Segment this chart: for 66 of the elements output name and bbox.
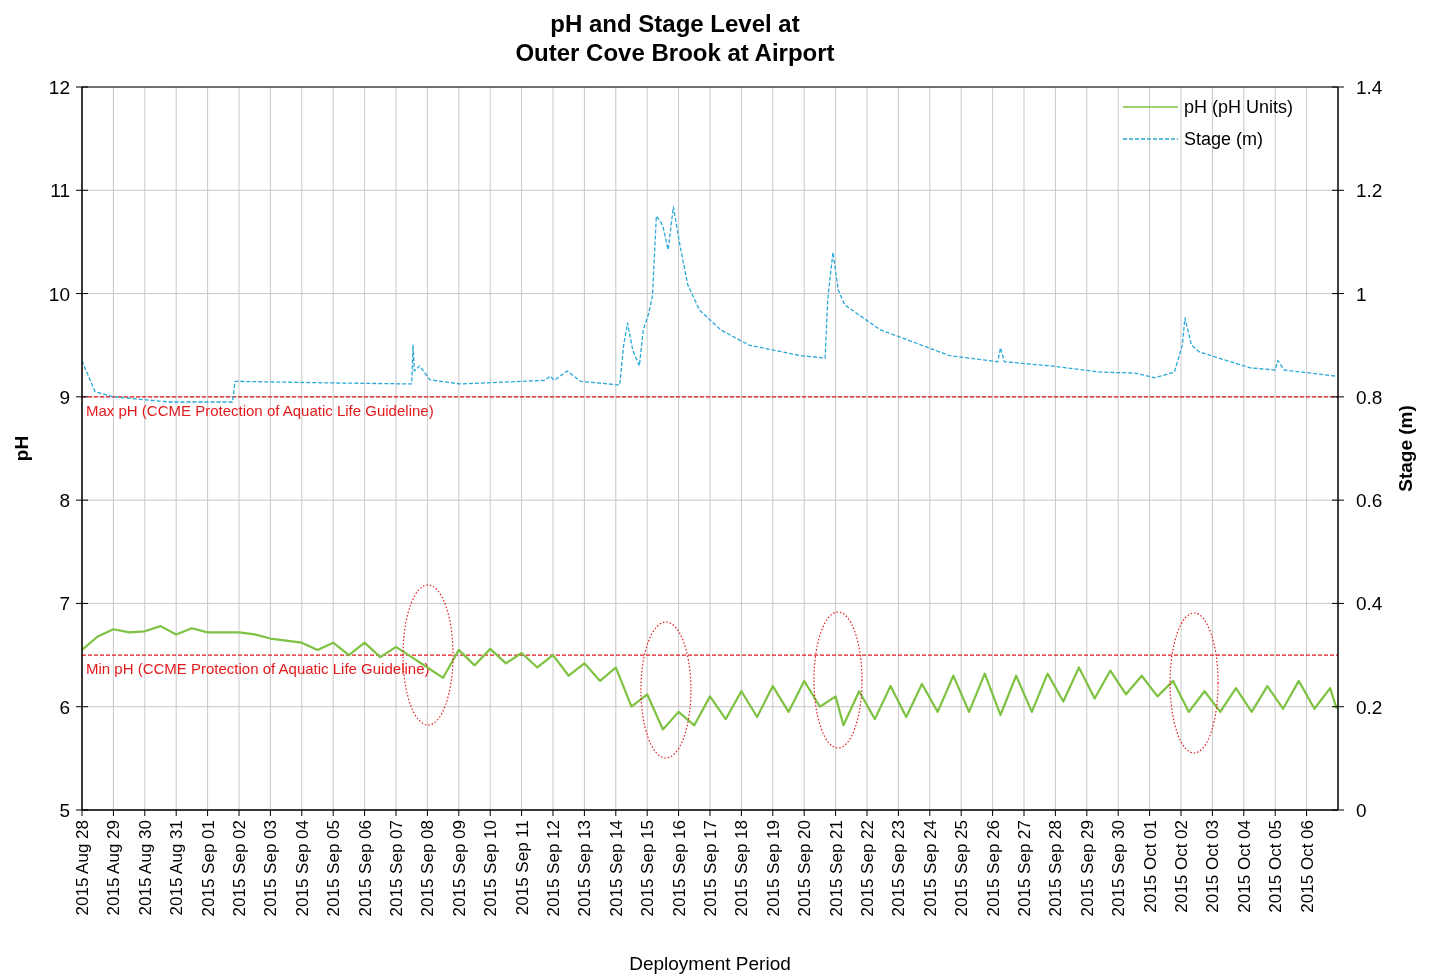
x-tick-label: 2015 Sep 19 — [763, 820, 783, 917]
x-tick-label: 2015 Sep 18 — [732, 820, 752, 917]
x-tick-label: 2015 Oct 02 — [1172, 820, 1191, 913]
x-tick-label: 2015 Aug 30 — [135, 820, 155, 916]
x-tick-label: 2015 Sep 06 — [355, 820, 375, 917]
y-tick-label: 10 — [48, 283, 70, 305]
x-tick-label: 2015 Sep 28 — [1046, 820, 1066, 917]
x-tick-label: 2015 Sep 17 — [701, 820, 720, 917]
x-tick-label: 2015 Sep 01 — [198, 820, 218, 917]
y-tick-label: 8 — [59, 490, 70, 512]
x-tick-label: 2015 Oct 04 — [1234, 820, 1254, 913]
x-tick-label: 2015 Sep 13 — [575, 820, 595, 917]
y-tick-label: 6 — [59, 696, 70, 718]
x-tick-label: 2015 Sep 14 — [606, 820, 626, 917]
legend-label: pH (pH Units) — [1184, 97, 1294, 117]
y-axis-title: pH — [11, 435, 32, 462]
x-tick-label: 2015 Oct 01 — [1140, 820, 1160, 913]
x-tick-label: 2015 Sep 24 — [920, 820, 940, 917]
x-tick-label: 2015 Aug 29 — [104, 820, 124, 916]
line-series — [81, 206, 1338, 403]
y-tick-label: 7 — [59, 593, 70, 615]
x-tick-label: 2015 Sep 25 — [952, 820, 972, 917]
y2-tick-label: 0 — [1356, 800, 1367, 821]
x-tick-label: 2015 Sep 05 — [324, 820, 344, 917]
x-tick-label: 2015 Sep 29 — [1077, 820, 1097, 917]
x-tick-label: 2015 Sep 07 — [387, 820, 406, 917]
x-tick-label: 2015 Aug 31 — [167, 820, 187, 916]
x-tick-label: 2015 Sep 23 — [889, 820, 909, 917]
legend-label: Stage (m) — [1184, 129, 1264, 149]
ref-line-label: Max pH (CCME Protection of Aquatic Life Guideline) — [86, 401, 434, 419]
x-tick-label: 2015 Sep 02 — [230, 820, 249, 917]
y-tick-label: 11 — [50, 180, 70, 202]
line-series — [80, 625, 1338, 731]
x-tick-label: 2015 Sep 10 — [481, 820, 501, 917]
x-tick-label: 2015 Oct 05 — [1266, 820, 1286, 913]
y2-axis-title: Stage (m) — [1395, 405, 1416, 492]
x-tick-label: 2015 Sep 26 — [983, 820, 1003, 917]
y-tick-label: 9 — [59, 386, 70, 408]
y2-tick-label: 0.2 — [1356, 696, 1383, 718]
x-tick-label: 2015 Aug 28 — [73, 820, 92, 916]
ref-line-label: Min pH (CCME Protection of Aquatic Life Guideline) — [86, 660, 430, 678]
y-tick-label: 5 — [59, 800, 70, 821]
x-axis-title: Deployment Period — [629, 953, 791, 974]
y2-tick-label: 0.8 — [1356, 386, 1383, 408]
y2-tick-label: 0.6 — [1356, 490, 1383, 512]
x-tick-label: 2015 Sep 30 — [1109, 820, 1129, 917]
x-tick-label: 2015 Sep 22 — [858, 820, 877, 917]
y-tick-label: 12 — [48, 77, 70, 98]
y2-tick-label: 1 — [1356, 283, 1367, 305]
x-tick-label: 2015 Sep 16 — [669, 820, 689, 917]
y2-tick-label: 1.4 — [1356, 77, 1383, 98]
x-tick-label: 2015 Oct 03 — [1203, 820, 1223, 913]
x-tick-label: 2015 Sep 11 — [512, 820, 532, 916]
x-tick-label: 2015 Sep 04 — [292, 820, 312, 917]
x-tick-label: 2015 Oct 06 — [1297, 820, 1317, 913]
x-tick-label: 2015 Sep 12 — [544, 820, 563, 917]
x-tick-label: 2015 Sep 03 — [261, 820, 281, 917]
x-tick-label: 2015 Sep 09 — [449, 820, 469, 917]
x-tick-label: 2015 Sep 21 — [826, 820, 846, 917]
chart-title: pH and Stage Level at Outer Cove Brook at Airport — [515, 10, 835, 66]
x-tick-label: 2015 Sep 27 — [1015, 820, 1034, 917]
x-tick-label: 2015 Sep 15 — [638, 820, 658, 917]
y2-tick-label: 1.2 — [1356, 180, 1383, 202]
x-tick-label: 2015 Sep 20 — [795, 820, 815, 917]
x-tick-label: 2015 Sep 08 — [418, 820, 438, 917]
y2-tick-label: 0.4 — [1356, 593, 1383, 615]
